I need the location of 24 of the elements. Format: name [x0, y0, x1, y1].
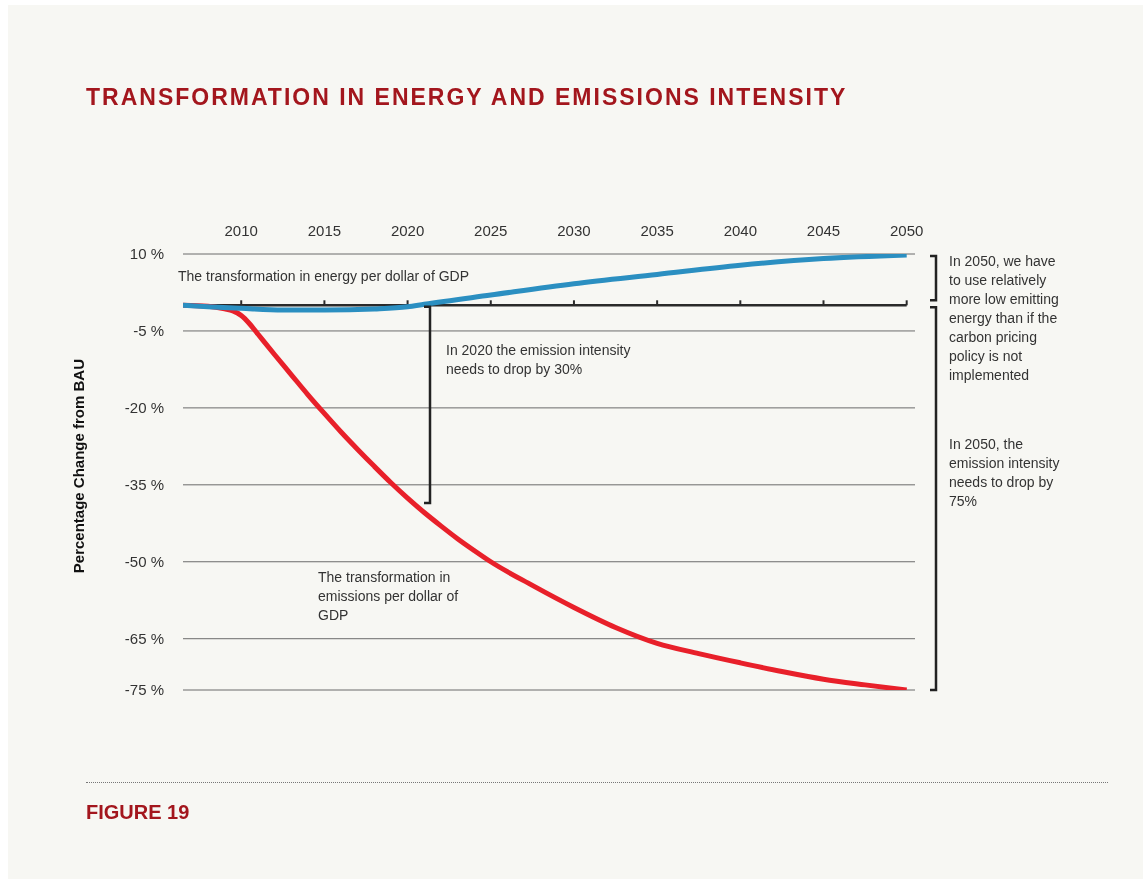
x-tick-label: 2015: [307, 222, 342, 239]
y-tick-label: -5 %: [133, 322, 164, 340]
y-tick-label: -75 %: [124, 681, 164, 699]
y-tick-label: -65 %: [124, 630, 164, 648]
y-tick-label: -20 %: [124, 399, 164, 417]
x-tick-label: 2025: [474, 222, 508, 239]
x-tick-label: 2040: [723, 222, 758, 239]
series-label: The transformation in emissions per dollar of GDP: [318, 568, 460, 625]
annotation: In 2020 the emission intensity needs to drop by 30%: [446, 341, 632, 379]
y-axis-title: Percentage Change from BAU: [69, 358, 87, 574]
caption: FIGURE 19: [86, 800, 190, 824]
series-label: The transformation in energy per dollar of GDP: [178, 267, 471, 286]
y-tick-label: 10 %: [129, 245, 164, 263]
y-tick-label: -50 %: [124, 553, 164, 571]
x-tick-label: 2045: [806, 222, 841, 239]
y-tick-label: -35 %: [124, 476, 164, 494]
x-tick-label: 2020: [390, 222, 425, 239]
text: In 2050, the emission intensity needs to drop by 75%: [949, 435, 1061, 511]
x-tick-label: 2050: [889, 222, 924, 239]
x-tick-label: 2030: [557, 222, 591, 239]
text: In 2050, we have to use relatively more low emitting energy than if the carbon pricing policy is not implemented: [949, 252, 1060, 385]
x-tick-label: 2010: [224, 222, 258, 239]
x-tick-label: 2035: [640, 222, 674, 239]
chart-title: TRANSFORMATION IN ENERGY AND EMISSIONS INTENSITY: [86, 84, 848, 111]
